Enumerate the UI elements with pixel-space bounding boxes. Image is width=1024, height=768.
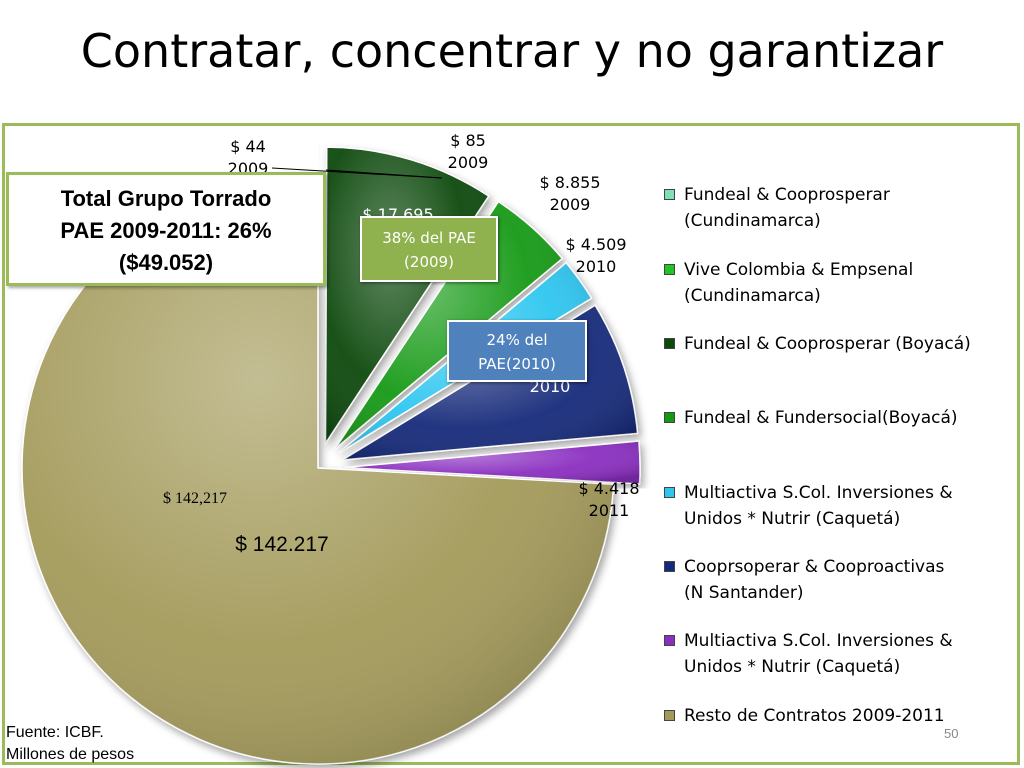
legend-swatch: [664, 189, 675, 200]
legend-label: Multiactiva S.Col. Inversiones & Unidos …: [684, 631, 953, 677]
legend-label: Cooprsoperar & Cooproactivas (N Santande…: [684, 557, 945, 603]
legend-label: Fundeal & Fundersocial(Boyacá): [684, 408, 958, 428]
legend-swatch: [664, 264, 675, 275]
legend-swatch: [664, 412, 675, 423]
callout-24-percent-2010: 24% del PAE(2010): [447, 320, 587, 382]
slide-title: Contratar, concentrar y no garantizar: [80, 24, 944, 78]
chart-frame: [2, 123, 1020, 765]
callout-38-percent-2009: 38% del PAE (2009): [360, 216, 498, 282]
pie-slice-gloss: [343, 441, 640, 484]
label-inner-142217: $ 142.217: [235, 533, 329, 556]
legend-label: Resto de Contratos 2009-2011: [684, 706, 945, 726]
leader-line-1: [325, 169, 443, 179]
label-slice-8855: $ 8.855 2009: [539, 173, 601, 214]
label-slice-4418: $ 4.418 2011: [578, 479, 640, 520]
legend-swatch: [664, 710, 675, 721]
label-slice-142217: $ 142,217: [163, 490, 227, 507]
legend-swatch: [664, 338, 675, 349]
pie-slice-gloss: [22, 172, 614, 764]
total-grupo-torrado-box: Total Grupo Torrado PAE 2009-2011: 26% (…: [6, 172, 326, 286]
legend-label: Vive Colombia & Empsenal (Cundinamarca): [684, 260, 914, 306]
page-number: 50: [944, 726, 959, 741]
legend-label: Fundeal & Cooprosperar (Boyacá): [684, 334, 971, 354]
legend-label: Fundeal & Cooprosperar (Cundinamarca): [684, 185, 890, 231]
pie-slice-6: [343, 440, 641, 485]
legend-swatch: [664, 561, 675, 572]
legend-label: Multiactiva S.Col. Inversiones & Unidos …: [684, 483, 953, 529]
label-slice-85: $ 85 2009: [447, 131, 489, 172]
legend-swatch: [664, 635, 675, 646]
label-slice-4509: $ 4.509 2010: [565, 235, 627, 276]
legend-swatch: [664, 487, 675, 498]
source-footer: Fuente: ICBF. Millones de pesos: [6, 724, 135, 763]
